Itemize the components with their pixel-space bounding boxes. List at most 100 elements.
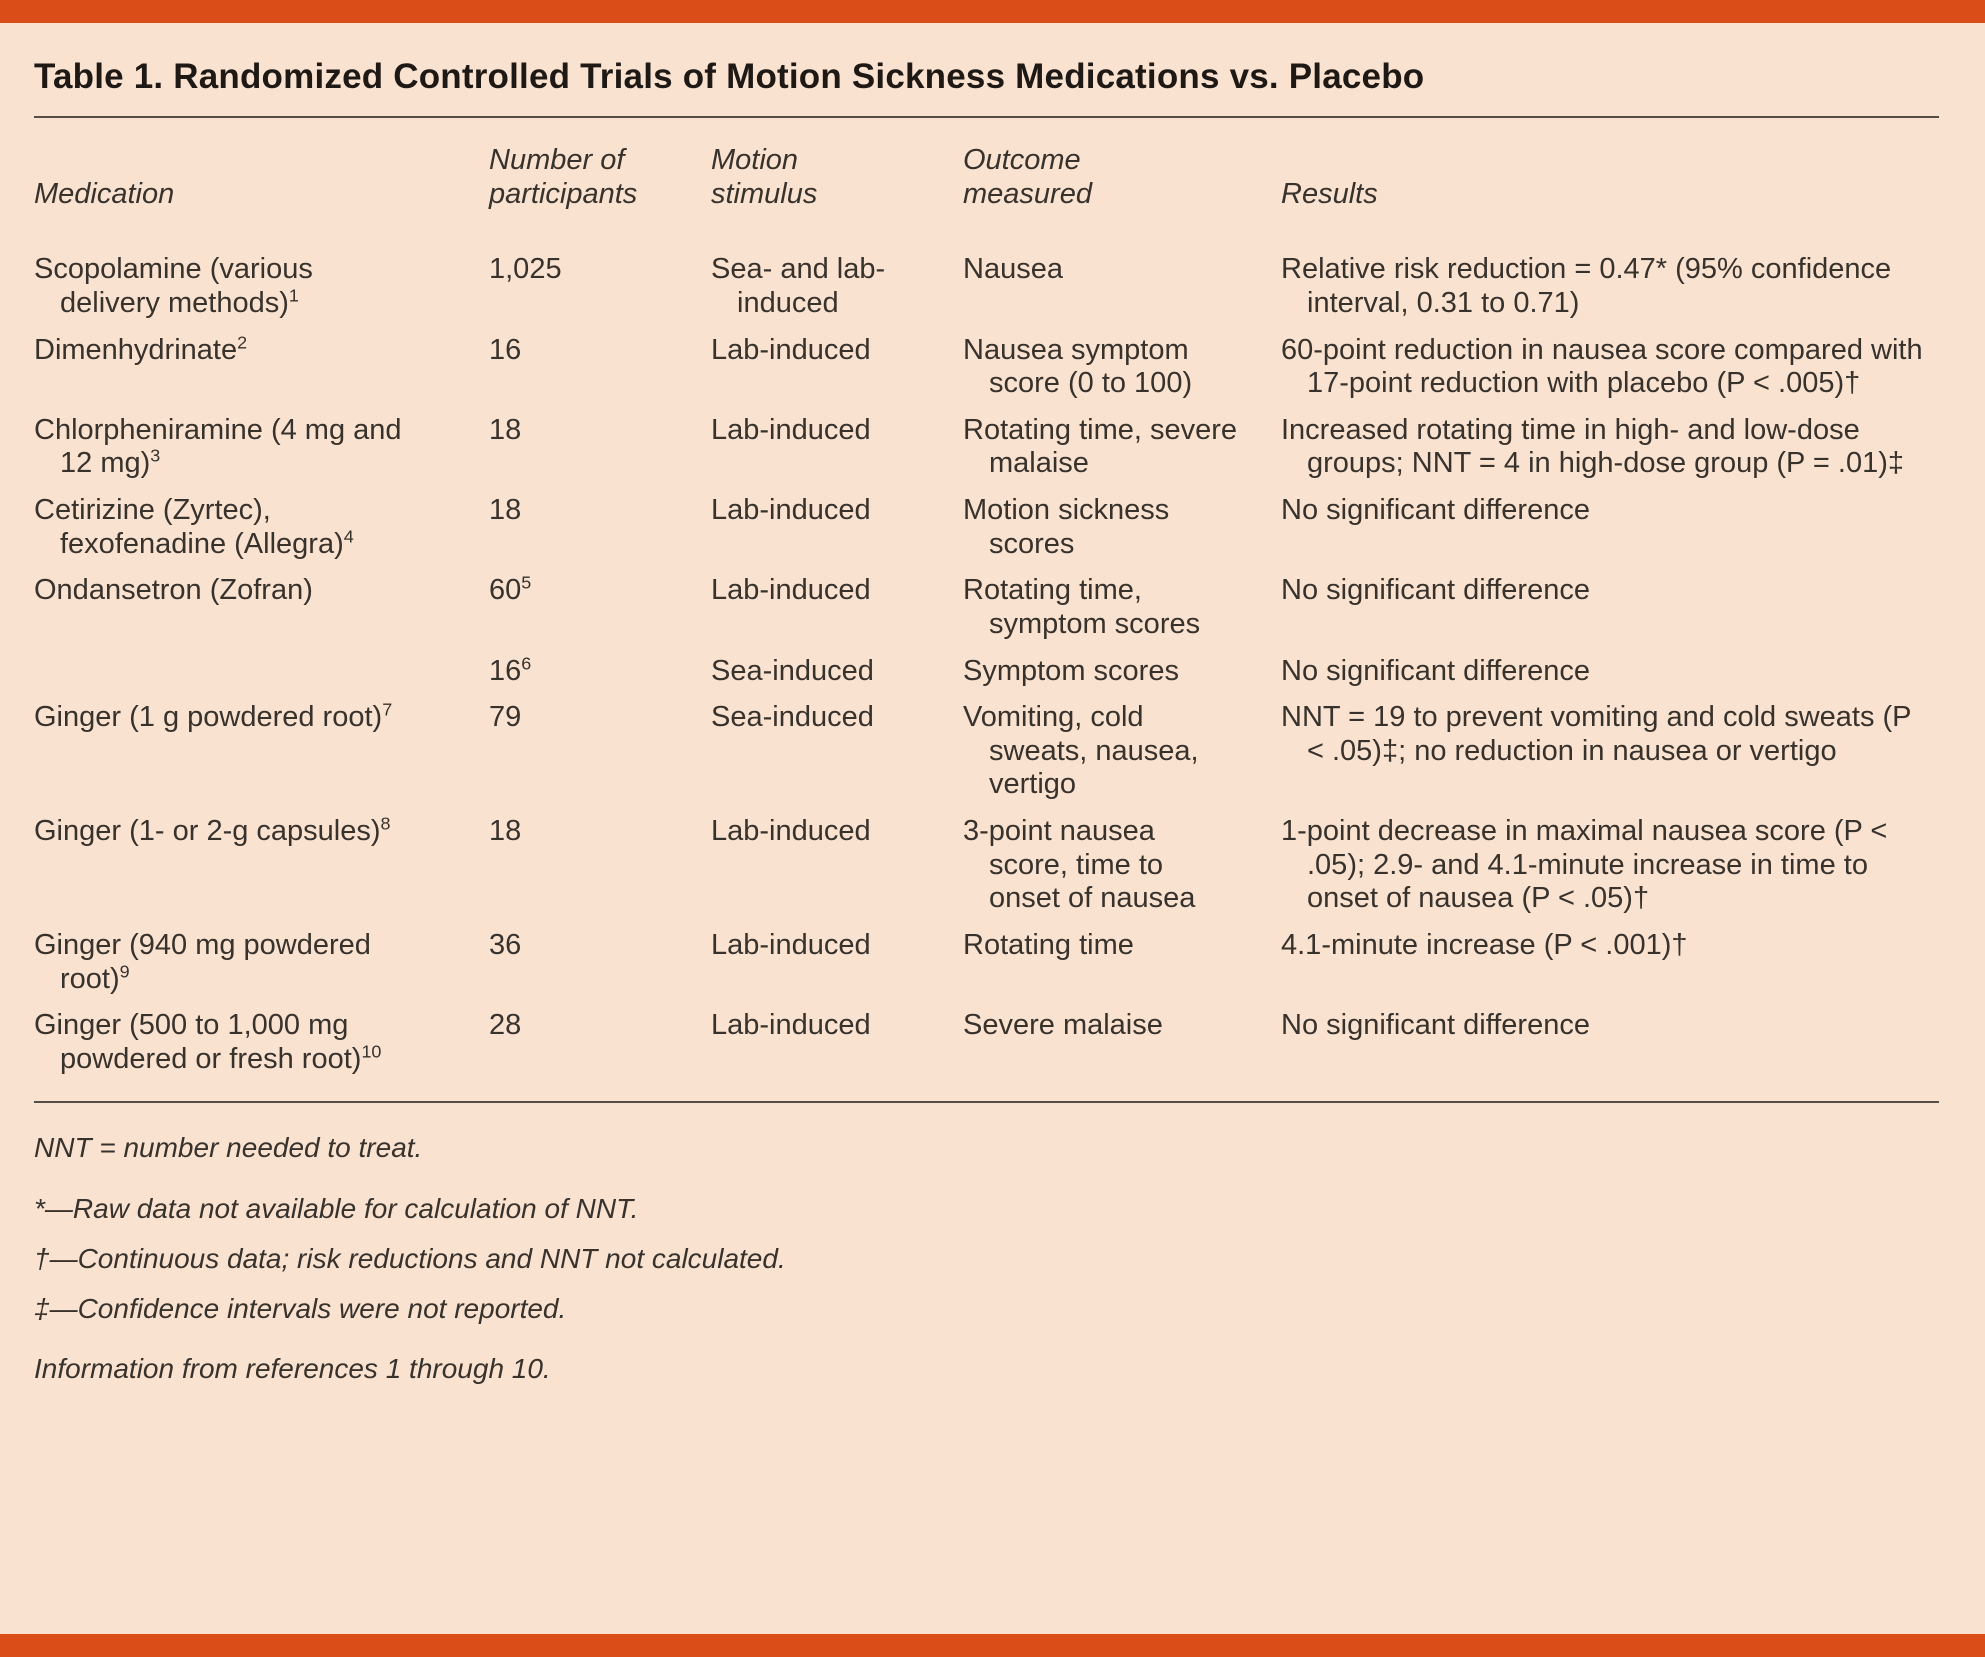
- top-accent-bar: [0, 0, 1985, 23]
- footnote-dagger: †—Continuous data; risk reductions and N…: [34, 1243, 786, 1275]
- table-row: Ginger (1- or 2-g capsules)8 18 Lab-indu…: [34, 813, 1939, 929]
- cell-content: Nausea symptom score (0 to 100): [963, 333, 1193, 400]
- footnote-double-dagger: ‡—Confidence intervals were not reported…: [34, 1293, 567, 1325]
- cell-content: Severe malaise: [963, 1009, 1163, 1042]
- divider-under-title: [34, 116, 1939, 118]
- col-header-label: Number of participants: [489, 144, 638, 210]
- cell-content: 18: [489, 413, 522, 446]
- table-title: Table 1. Randomized Controlled Trials of…: [34, 57, 1425, 96]
- header-row: Medication Number of participants Motion…: [34, 118, 1939, 225]
- cell-content: Sea-induced: [711, 654, 874, 687]
- stimulus-cell: Sea-induced: [711, 655, 963, 702]
- cell-content: No significant difference: [1281, 1009, 1590, 1042]
- col-header-label: Results: [1281, 177, 1378, 210]
- cell-content: Rotating time, symptom scores: [963, 574, 1201, 640]
- participants-cell: 36: [489, 929, 711, 1009]
- participants-cell: 28: [489, 1009, 711, 1089]
- stimulus-cell: Lab-induced: [711, 334, 963, 414]
- cell-content: 605: [489, 572, 532, 607]
- col-header-stimulus: Motion stimulus: [711, 118, 963, 225]
- cell-content: Sea-induced: [711, 701, 874, 734]
- participants-cell: 166: [489, 652, 711, 702]
- outcome-cell: Rotating time: [963, 929, 1281, 1009]
- reference-superscript: 5: [521, 572, 532, 593]
- outcome-cell: Severe malaise: [963, 1009, 1281, 1089]
- outcome-cell: Rotating time, severe malaise: [963, 414, 1281, 494]
- cell-content: 18: [489, 494, 522, 526]
- table-content: Table 1. Randomized Controlled Trials of…: [0, 23, 1985, 1385]
- participants-cell: 18: [489, 815, 711, 929]
- stimulus-cell: Sea-induced: [711, 701, 963, 815]
- reference-superscript: 4: [343, 525, 354, 546]
- col-header-participants: Number of participants: [489, 118, 711, 225]
- cell-content: 60-point reduction in nausea score compa…: [1281, 333, 1923, 400]
- medication-cell: Dimenhydrinate2: [34, 331, 489, 414]
- table-row: Ginger (1 g powdered root)7 79 Sea-induc…: [34, 699, 1939, 815]
- results-cell: 1-point decrease in maximal nausea score…: [1281, 815, 1939, 929]
- footnote-asterisk: *—Raw data not available for calculation…: [34, 1193, 639, 1225]
- table-row: Scopolamine (various delivery methods)1 …: [34, 225, 1939, 333]
- cell-content: Chlorpheniramine (4 mg and 12 mg)3: [34, 413, 402, 480]
- footnote-source: Information from references 1 through 10…: [34, 1352, 551, 1384]
- cell-content: 36: [489, 928, 522, 961]
- stimulus-cell: Lab-induced: [711, 494, 963, 574]
- cell-content: 79: [489, 701, 522, 734]
- cell-content: 4.1-minute increase (P < .001)†: [1281, 928, 1688, 961]
- cell-content: 3-point nausea score, time to onset of n…: [963, 815, 1196, 915]
- stimulus-cell: Lab-induced: [711, 574, 963, 654]
- results-cell: Relative risk reduction = 0.47* (95% con…: [1281, 225, 1939, 333]
- cell-content: 166: [489, 652, 532, 687]
- medication-cell: Ginger (940 mg powdered root)9: [34, 929, 489, 1009]
- cell-content: Ginger (1- or 2-g capsules)8: [34, 813, 391, 847]
- participants-cell: 18: [489, 494, 711, 574]
- reference-superscript: 10: [361, 1041, 382, 1062]
- results-cell: Increased rotating time in high- and low…: [1281, 414, 1939, 494]
- trials-table: Medication Number of participants Motion…: [34, 118, 1939, 1089]
- participants-cell: 16: [489, 334, 711, 414]
- cell-content: Lab-induced: [711, 333, 871, 366]
- reference-superscript: 8: [380, 813, 391, 834]
- cell-content: 1,025: [489, 253, 562, 286]
- participants-cell: 18: [489, 414, 711, 494]
- reference-superscript: 6: [521, 652, 532, 673]
- reference-superscript: 2: [237, 331, 248, 352]
- medication-cell: Cetirizine (Zyrtec), fexofenadine (Alleg…: [34, 494, 489, 574]
- cell-content: Increased rotating time in high- and low…: [1281, 413, 1905, 480]
- stimulus-cell: Lab-induced: [711, 929, 963, 1009]
- cell-content: No significant difference: [1281, 574, 1590, 607]
- cell-content: Lab-induced: [711, 1009, 871, 1042]
- cell-content: Lab-induced: [711, 928, 871, 961]
- cell-content: Motion sickness scores: [963, 494, 1170, 560]
- stimulus-cell: Lab-induced: [711, 815, 963, 929]
- cell-content: Symptom scores: [963, 654, 1179, 687]
- outcome-cell: Symptom scores: [963, 655, 1281, 702]
- table-row: Ondansetron (Zofran) 605 Lab-induced Rot…: [34, 574, 1939, 654]
- outcome-cell: Rotating time, symptom scores: [963, 574, 1281, 654]
- medication-cell: Scopolamine (various delivery methods)1: [34, 225, 489, 333]
- participants-cell: 605: [489, 574, 711, 654]
- cell-content: 1-point decrease in maximal nausea score…: [1281, 815, 1888, 915]
- stimulus-cell: Lab-induced: [711, 414, 963, 494]
- reference-superscript: 1: [288, 285, 299, 306]
- cell-content: Rotating time, severe malaise: [963, 413, 1238, 480]
- medication-cell: Ondansetron (Zofran): [34, 574, 489, 654]
- cell-content: 28: [489, 1009, 522, 1042]
- cell-content: Lab-induced: [711, 413, 871, 446]
- divider-above-footnotes: [34, 1101, 1939, 1104]
- medication-cell: Chlorpheniramine (4 mg and 12 mg)3: [34, 414, 489, 494]
- cell-content: Ginger (500 to 1,000 mg powdered or fres…: [34, 1009, 382, 1075]
- cell-content: Relative risk reduction = 0.47* (95% con…: [1281, 253, 1892, 319]
- outcome-cell: Motion sickness scores: [963, 494, 1281, 574]
- stimulus-cell: Sea- and lab-induced: [711, 225, 963, 333]
- outcome-cell: Nausea symptom score (0 to 100): [963, 334, 1281, 414]
- results-cell: No significant difference: [1281, 574, 1939, 654]
- bottom-accent-bar: [0, 1634, 1985, 1657]
- cell-content: 16: [489, 333, 522, 366]
- table-row: Dimenhydrinate2 16 Lab-induced Nausea sy…: [34, 331, 1939, 414]
- cell-content: NNT = 19 to prevent vomiting and cold sw…: [1281, 701, 1911, 767]
- col-header-outcome: Outcome measured: [963, 118, 1281, 225]
- results-cell: No significant difference: [1281, 655, 1939, 702]
- cell-content: Ginger (1 g powdered root)7: [34, 699, 393, 734]
- results-cell: 60-point reduction in nausea score compa…: [1281, 334, 1939, 414]
